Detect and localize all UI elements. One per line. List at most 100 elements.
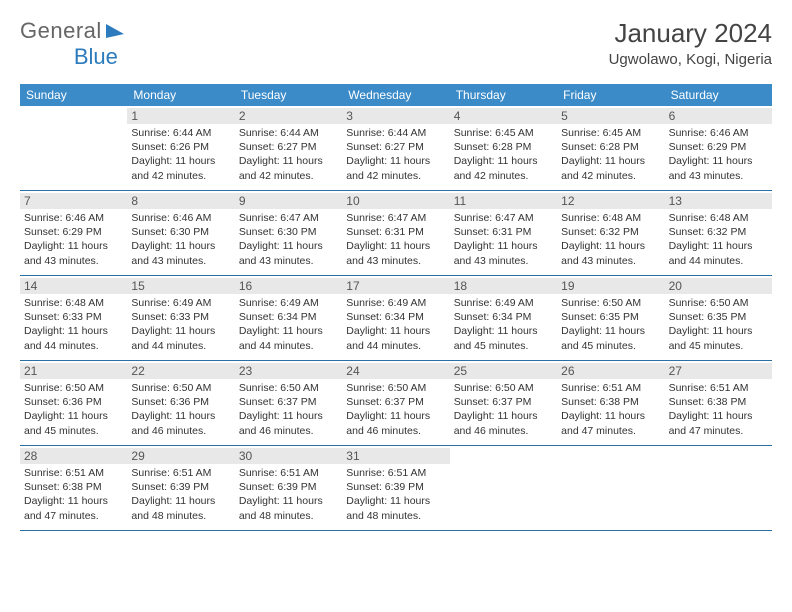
day-cell: 7Sunrise: 6:46 AMSunset: 6:29 PMDaylight… (20, 191, 127, 275)
day-details: Sunrise: 6:50 AMSunset: 6:35 PMDaylight:… (561, 296, 660, 353)
day-details: Sunrise: 6:50 AMSunset: 6:37 PMDaylight:… (239, 381, 338, 438)
sunset: Sunset: 6:34 PM (346, 310, 445, 324)
daylight-1: Daylight: 11 hours (239, 324, 338, 338)
sunrise: Sunrise: 6:45 AM (561, 126, 660, 140)
sunrise: Sunrise: 6:48 AM (669, 211, 768, 225)
sunrise: Sunrise: 6:50 AM (131, 381, 230, 395)
day-details: Sunrise: 6:48 AMSunset: 6:32 PMDaylight:… (669, 211, 768, 268)
daylight-1: Daylight: 11 hours (24, 409, 123, 423)
day-number: 27 (665, 363, 772, 379)
day-cell: 4Sunrise: 6:45 AMSunset: 6:28 PMDaylight… (450, 106, 557, 190)
daylight-1: Daylight: 11 hours (669, 239, 768, 253)
day-number: 3 (342, 108, 449, 124)
day-cell: 15Sunrise: 6:49 AMSunset: 6:33 PMDayligh… (127, 276, 234, 360)
sunset: Sunset: 6:34 PM (239, 310, 338, 324)
day-cell: 30 Sunrise: 6:51 AMSunset: 6:39 PMDayligh… (235, 446, 342, 530)
day-number: 26 (557, 363, 664, 379)
daylight-2: and 44 minutes. (346, 339, 445, 353)
daylight-2: and 47 minutes. (669, 424, 768, 438)
sunset: Sunset: 6:37 PM (239, 395, 338, 409)
weekday-tuesday: Tuesday (235, 84, 342, 106)
daylight-1: Daylight: 11 hours (669, 154, 768, 168)
sunrise: Sunrise: 6:51 AM (239, 466, 338, 480)
daylight-1: Daylight: 11 hours (24, 239, 123, 253)
daylight-1: Daylight: 11 hours (131, 409, 230, 423)
day-details: Sunrise: 6:50 AMSunset: 6:35 PMDaylight:… (669, 296, 768, 353)
day-number: 21 (20, 363, 127, 379)
day-cell: 12Sunrise: 6:48 AMSunset: 6:32 PMDayligh… (557, 191, 664, 275)
daylight-2: and 44 minutes. (669, 254, 768, 268)
sunrise: Sunrise: 6:51 AM (24, 466, 123, 480)
sunset: Sunset: 6:37 PM (454, 395, 553, 409)
day-cell (665, 446, 772, 530)
title-block: January 2024 Ugwolawo, Kogi, Nigeria (609, 18, 772, 68)
sunrise: Sunrise: 6:44 AM (239, 126, 338, 140)
day-number: 17 (342, 278, 449, 294)
week-row: 1 Sunrise: 6:44 AM Sunset: 6:26 PM Daylight… (20, 106, 772, 191)
day-number: 22 (127, 363, 234, 379)
day-number: 4 (450, 108, 557, 124)
daylight-2: and 42 minutes. (346, 169, 445, 183)
day-number: 30 (235, 448, 342, 464)
daylight-2: and 42 minutes. (454, 169, 553, 183)
day-cell: 26Sunrise: 6:51 AMSunset: 6:38 PMDayligh… (557, 361, 664, 445)
day-number: 11 (450, 193, 557, 209)
sunset: Sunset: 6:27 PM (239, 140, 338, 154)
day-details: Sunrise: 6:51 AMSunset: 6:38 PMDaylight:… (24, 466, 123, 523)
daylight-1: Daylight: 11 hours (561, 409, 660, 423)
sunrise: Sunrise: 6:50 AM (454, 381, 553, 395)
daylight-1: Daylight: 11 hours (346, 494, 445, 508)
sunset: Sunset: 6:28 PM (561, 140, 660, 154)
day-number: 28 (20, 448, 127, 464)
day-cell: 22Sunrise: 6:50 AMSunset: 6:36 PMDayligh… (127, 361, 234, 445)
daylight-1: Daylight: 11 hours (346, 154, 445, 168)
daylight-1: Daylight: 11 hours (454, 324, 553, 338)
sunrise: Sunrise: 6:46 AM (24, 211, 123, 225)
sunset: Sunset: 6:33 PM (24, 310, 123, 324)
day-number: 31 (342, 448, 449, 464)
day-cell: 2Sunrise: 6:44 AMSunset: 6:27 PMDaylight… (235, 106, 342, 190)
day-number: 1 (127, 108, 234, 124)
day-cell: 29Sunrise: 6:51 AMSunset: 6:39 PMDayligh… (127, 446, 234, 530)
daylight-1: Daylight: 11 hours (561, 324, 660, 338)
sunset: Sunset: 6:39 PM (239, 480, 338, 494)
day-number: 16 (235, 278, 342, 294)
daylight-2: and 44 minutes. (239, 339, 338, 353)
daylight-2: and 42 minutes. (561, 169, 660, 183)
sunrise: Sunrise: 6:50 AM (24, 381, 123, 395)
day-details: Sunrise: 6:51 AMSunset: 6:39 PMDaylight:… (131, 466, 230, 523)
sunset: Sunset: 6:26 PM (131, 140, 230, 154)
day-details: Sunrise: 6:48 AMSunset: 6:33 PMDaylight:… (24, 296, 123, 353)
daylight-1: Daylight: 11 hours (239, 409, 338, 423)
day-cell: 28 Sunrise: 6:51 AMSunset: 6:38 PMDayligh… (20, 446, 127, 530)
day-details: Sunrise: 6:51 AMSunset: 6:38 PMDaylight:… (669, 381, 768, 438)
sunrise: Sunrise: 6:47 AM (346, 211, 445, 225)
day-number: 15 (127, 278, 234, 294)
day-details: Sunrise: 6:46 AMSunset: 6:29 PMDaylight:… (24, 211, 123, 268)
sunset: Sunset: 6:28 PM (454, 140, 553, 154)
day-cell: 6Sunrise: 6:46 AMSunset: 6:29 PMDaylight… (665, 106, 772, 190)
daylight-2: and 48 minutes. (346, 509, 445, 523)
day-number: 19 (557, 278, 664, 294)
day-details: Sunrise: 6:47 AMSunset: 6:30 PMDaylight:… (239, 211, 338, 268)
daylight-1: Daylight: 11 hours (454, 409, 553, 423)
day-cell: 31Sunrise: 6:51 AMSunset: 6:39 PMDayligh… (342, 446, 449, 530)
day-cell: 8Sunrise: 6:46 AMSunset: 6:30 PMDaylight… (127, 191, 234, 275)
daylight-2: and 46 minutes. (346, 424, 445, 438)
sunset: Sunset: 6:29 PM (669, 140, 768, 154)
day-number: 23 (235, 363, 342, 379)
day-number: 14 (20, 278, 127, 294)
weekday-wednesday: Wednesday (342, 84, 449, 106)
sunrise: Sunrise: 6:45 AM (454, 126, 553, 140)
day-cell (450, 446, 557, 530)
sunrise: Sunrise: 6:51 AM (561, 381, 660, 395)
daylight-2: and 46 minutes. (131, 424, 230, 438)
day-cell: 5Sunrise: 6:45 AMSunset: 6:28 PMDaylight… (557, 106, 664, 190)
day-cell: 9Sunrise: 6:47 AMSunset: 6:30 PMDaylight… (235, 191, 342, 275)
sunrise: Sunrise: 6:44 AM (346, 126, 445, 140)
day-cell: 21 Sunrise: 6:50 AMSunset: 6:36 PMDayligh… (20, 361, 127, 445)
weekday-thursday: Thursday (450, 84, 557, 106)
day-details: Sunrise: 6:50 AMSunset: 6:36 PMDaylight:… (24, 381, 123, 438)
daylight-2: and 45 minutes. (669, 339, 768, 353)
daylight-1: Daylight: 11 hours (239, 494, 338, 508)
